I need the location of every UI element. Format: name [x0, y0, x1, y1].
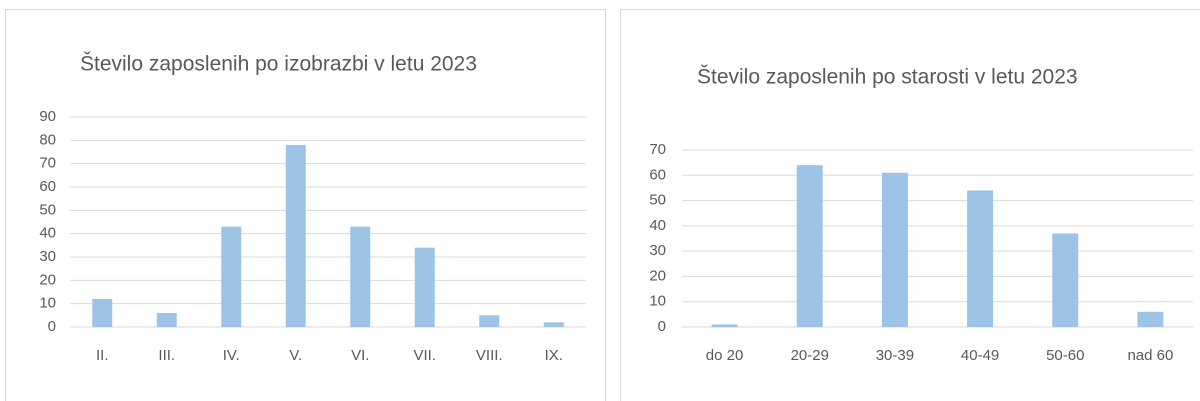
- x-tick-label: II.: [96, 347, 109, 364]
- x-tick-label: do 20: [706, 347, 744, 364]
- x-tick-label: V.: [289, 347, 302, 364]
- x-tick-label: VI.: [351, 347, 369, 364]
- x-tick-label: 30-39: [876, 347, 914, 364]
- chart-title: Število zaposlenih po starosti v letu 20…: [697, 66, 1078, 89]
- y-tick-label: 70: [649, 141, 666, 158]
- y-tick-label: 20: [649, 267, 666, 284]
- x-tick-label: VIII.: [476, 347, 503, 364]
- x-tick-label: 20-29: [791, 347, 829, 364]
- bar: [1052, 233, 1079, 327]
- x-tick-label: 50-60: [1046, 347, 1084, 364]
- y-tick-label: 30: [39, 248, 56, 265]
- bar: [543, 322, 564, 327]
- bar: [796, 165, 823, 327]
- y-tick-label: 60: [649, 166, 666, 183]
- y-tick-label: 80: [39, 131, 56, 148]
- bar: [967, 190, 994, 327]
- y-tick-label: 30: [649, 242, 666, 259]
- bar: [711, 324, 738, 327]
- chart-panel: [620, 9, 1200, 401]
- bar: [479, 315, 500, 327]
- y-tick-label: 70: [39, 155, 56, 172]
- chart-title: Število zaposlenih po izobrazbi v letu 2…: [80, 53, 477, 76]
- y-tick-label: 20: [39, 271, 56, 288]
- y-tick-label: 0: [658, 318, 666, 335]
- y-tick-label: 0: [48, 318, 56, 335]
- bar: [156, 313, 177, 327]
- y-tick-label: 90: [39, 108, 56, 125]
- bar: [92, 299, 113, 327]
- x-tick-label: IX.: [545, 347, 563, 364]
- y-tick-label: 60: [39, 178, 56, 195]
- y-tick-label: 40: [39, 225, 56, 242]
- bar: [221, 226, 242, 327]
- y-tick-label: 50: [649, 192, 666, 209]
- bar: [285, 145, 306, 327]
- y-tick-label: 10: [39, 295, 56, 312]
- x-tick-label: nad 60: [1127, 347, 1173, 364]
- bar: [414, 247, 435, 327]
- x-tick-label: III.: [158, 347, 175, 364]
- x-tick-label: IV.: [223, 347, 240, 364]
- y-tick-label: 40: [649, 217, 666, 234]
- bar: [1137, 311, 1164, 327]
- bar: [350, 226, 371, 327]
- x-tick-label: VII.: [413, 347, 436, 364]
- y-tick-label: 10: [649, 293, 666, 310]
- bar: [881, 172, 908, 327]
- x-tick-label: 40-49: [961, 347, 999, 364]
- y-tick-label: 50: [39, 201, 56, 218]
